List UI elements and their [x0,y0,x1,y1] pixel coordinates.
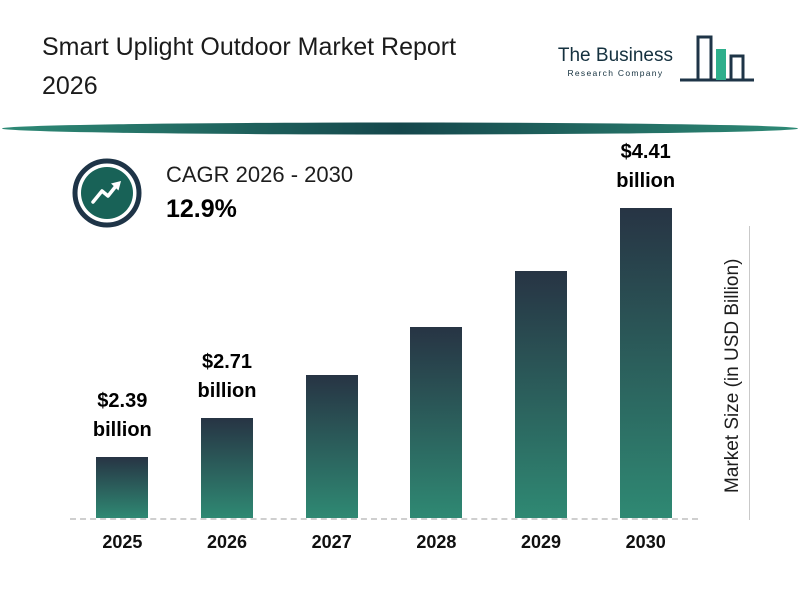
page-title-line1: Smart Uplight Outdoor Market Report [42,33,457,61]
company-subname: Research Company [567,67,664,78]
bar-2030 [619,208,672,518]
bar-column-2028 [384,210,489,518]
y-axis-line [748,226,750,520]
bar-chart-logo-icon [680,35,754,82]
bar-value-label-2030: $4.41 billion [616,141,676,192]
bar-2027 [305,375,358,518]
x-axis-label-2029: 2029 [521,532,562,552]
bar-chart: $2.39 billion $2.71 billion $4.41 billion 202… [70,141,698,553]
y-axis-label: Market Size (in USD Billion) [722,258,743,494]
page-title-line2: 2026 [42,72,98,100]
x-axis-label-2027: 2027 [311,532,352,552]
cagr-block: CAGR 2026 - 2030 12.9% [72,158,353,228]
company-logo: The Business Research Company [558,34,756,88]
bar-column-2029 [489,210,594,518]
bar-2028 [410,327,463,518]
bar-column-2030: $4.41 billion [593,141,698,518]
growth-trend-icon [72,158,142,228]
bar-value-label-2026: $2.71 billion [197,351,257,402]
bar-2029 [515,271,568,518]
cagr-label: CAGR 2026 - 2030 [166,162,354,187]
bar-column-2027 [279,210,384,518]
x-axis-label-2025: 2025 [102,532,143,552]
page-title: Smart Uplight Outdoor Market Report 2026 [42,28,456,106]
company-logo-text: The Business Research Company [558,45,673,78]
company-name: The Business [557,44,673,66]
x-axis-label-2026: 2026 [206,532,248,552]
bar-value-label-2025: $2.39 billion [92,390,152,441]
x-axis-label-2028: 2028 [416,532,457,552]
divider [2,122,798,135]
bar-2025 [96,457,149,518]
chart-x-axis: 2025 2026 2027 2028 2029 2030 [70,532,698,553]
x-axis-label-2030: 2030 [625,532,666,552]
cagr-text: CAGR 2026 - 2030 12.9% [166,162,353,224]
bar-column-2026: $2.71 billion [175,210,280,518]
bar-2026 [201,418,253,518]
chart-plot: $2.39 billion $2.71 billion $4.41 billion [70,141,698,520]
bar-column-2025: $2.39 billion [70,210,175,518]
cagr-value: 12.9% [166,195,237,223]
